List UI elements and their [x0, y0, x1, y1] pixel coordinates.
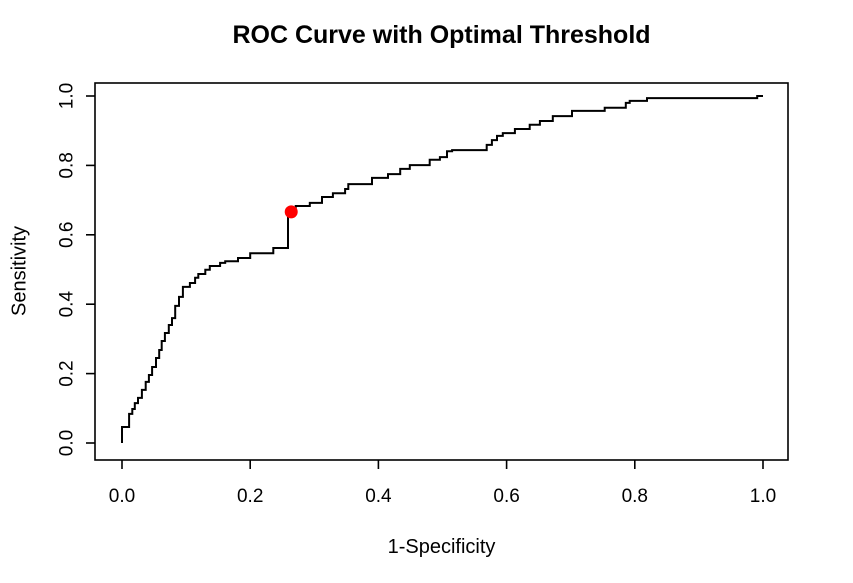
y-tick-label: 0.0	[57, 430, 78, 456]
y-tick-label: 0.2	[57, 360, 78, 386]
x-tick-label: 0.8	[622, 486, 648, 507]
y-tick-label: 0.8	[57, 152, 78, 178]
y-tick-label: 0.6	[57, 222, 78, 248]
y-tick-label: 1.0	[57, 83, 78, 109]
x-tick-label: 0.2	[237, 486, 263, 507]
x-tick-label: 0.0	[109, 486, 135, 507]
plot-border	[94, 82, 789, 461]
x-tick-label: 0.6	[493, 486, 519, 507]
roc-curve-line	[121, 95, 763, 443]
x-axis-title: 1-Specificity	[387, 536, 496, 558]
x-tick-label: 1.0	[750, 486, 776, 507]
x-tick-label: 0.4	[365, 486, 392, 507]
y-tick-label: 0.4	[57, 291, 78, 318]
chart-title: ROC Curve with Optimal Threshold	[232, 21, 651, 49]
y-axis-title: Sensitivity	[8, 225, 31, 317]
optimal-threshold-point	[284, 205, 298, 219]
